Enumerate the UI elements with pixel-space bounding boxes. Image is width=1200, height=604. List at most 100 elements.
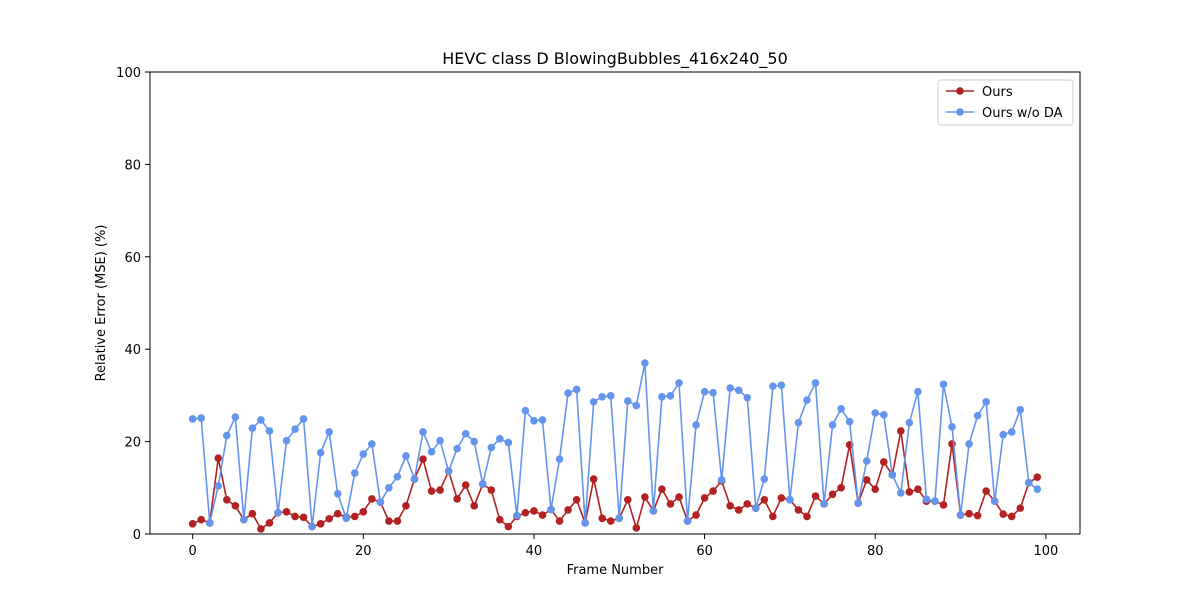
y-axis: 0 20 40 60 80 100 (116, 66, 150, 543)
data-point-ours-w-o-da (956, 511, 965, 519)
data-point-ours (419, 455, 427, 463)
data-point-ours (777, 494, 786, 502)
y-tick-label: 20 (124, 436, 141, 451)
data-point-ours-w-o-da (871, 409, 880, 417)
data-point-ours (555, 517, 564, 525)
data-point-ours-w-o-da (470, 437, 479, 446)
data-point-ours (265, 519, 274, 527)
y-axis-label: Relative Error (MSE) (%) (94, 225, 109, 382)
data-point-ours-w-o-da (820, 500, 828, 508)
data-point-ours-w-o-da (419, 428, 427, 436)
data-point-ours-w-o-da (700, 387, 709, 396)
data-point-ours-w-o-da (197, 414, 205, 422)
data-point-ours-w-o-da (589, 398, 598, 406)
data-point-ours-w-o-da (342, 514, 351, 523)
series-line-ours-w-o-da (192, 362, 1038, 528)
y-tick-label: 60 (124, 251, 141, 266)
data-point-ours (291, 512, 299, 521)
data-point-ours-w-o-da (325, 428, 333, 436)
data-point-ours (879, 458, 888, 466)
data-point-ours-w-o-da (513, 511, 521, 520)
data-point-ours-w-o-da (786, 496, 794, 504)
data-point-ours-w-o-da (564, 389, 572, 397)
data-point-ours-w-o-da (828, 421, 837, 429)
data-point-ours-w-o-da (205, 519, 214, 527)
data-point-ours (973, 511, 982, 520)
data-point-ours (257, 525, 265, 533)
data-point-ours-w-o-da (965, 440, 973, 448)
data-point-ours-w-o-da (734, 386, 743, 395)
data-point-ours (632, 524, 641, 532)
data-point-ours-w-o-da (453, 444, 461, 453)
data-point-ours (743, 500, 752, 508)
data-point-ours (606, 517, 615, 525)
data-point-ours (828, 490, 837, 499)
data-point-ours-w-o-da (444, 467, 453, 475)
data-point-ours-w-o-da (939, 380, 948, 389)
data-point-ours (538, 511, 547, 519)
data-point-ours-w-o-da (478, 480, 487, 488)
data-point-ours-w-o-da (1007, 428, 1016, 436)
data-point-ours (726, 502, 734, 510)
data-point-ours-w-o-da (1033, 485, 1042, 493)
data-point-ours (359, 508, 368, 516)
series-line-ours (192, 430, 1038, 530)
data-point-ours (564, 506, 572, 514)
data-point-ours-w-o-da (547, 505, 555, 514)
legend-items: Ours Ours w/o DA (946, 85, 1063, 121)
legend-label: Ours w/o DA (982, 106, 1063, 121)
legend-marker (956, 87, 964, 95)
data-point-ours-w-o-da (982, 398, 990, 406)
data-point-ours-w-o-da (973, 411, 982, 420)
data-point-ours-w-o-da (675, 379, 683, 387)
data-point-ours (461, 481, 470, 489)
data-point-ours (811, 492, 820, 500)
plot-frame (149, 71, 1081, 535)
x-axis: 0 20 40 60 80 100 (189, 534, 1058, 559)
data-point-ours (897, 427, 905, 435)
data-point-ours-w-o-da (461, 429, 470, 438)
x-tick-label: 40 (526, 544, 543, 559)
data-point-ours (453, 495, 461, 503)
data-point-ours (402, 502, 410, 510)
data-point-ours (521, 508, 530, 517)
data-point-ours (470, 502, 479, 510)
data-point-ours-w-o-da (410, 475, 419, 483)
x-tick-label: 80 (867, 544, 884, 559)
legend: Ours Ours w/o DA (937, 79, 1074, 126)
data-point-ours (709, 487, 717, 495)
data-point-ours (427, 487, 436, 495)
data-point-ours (1033, 473, 1042, 481)
data-point-ours-w-o-da (1016, 405, 1025, 414)
data-point-ours (572, 496, 581, 504)
data-point-ours-w-o-da (555, 455, 564, 463)
x-tick-label: 20 (355, 544, 372, 559)
data-point-ours-w-o-da (905, 418, 914, 427)
data-point-ours-w-o-da (760, 475, 769, 483)
data-point-ours-w-o-da (385, 484, 393, 492)
data-point-ours (982, 487, 990, 495)
data-point-ours (248, 509, 257, 518)
data-point-ours (350, 512, 359, 521)
data-point-ours-w-o-da (496, 435, 504, 443)
data-point-ours-w-o-da (709, 388, 717, 397)
data-point-ours-w-o-da (624, 397, 632, 405)
series-ours-w-o-da (188, 359, 1042, 531)
data-point-ours-w-o-da (299, 415, 308, 423)
data-point-ours-w-o-da (222, 431, 231, 440)
data-point-ours-w-o-da (265, 427, 274, 435)
data-point-ours (385, 517, 393, 525)
data-point-ours-w-o-da (214, 482, 223, 490)
data-point-ours-w-o-da (683, 517, 692, 525)
data-point-ours (487, 486, 496, 494)
data-point-ours (675, 493, 683, 501)
legend-marker (956, 108, 964, 116)
data-point-ours (299, 513, 308, 522)
data-point-ours (598, 514, 606, 523)
x-tick-label: 0 (189, 544, 197, 559)
data-point-ours-w-o-da (854, 499, 862, 507)
y-tick-label: 40 (124, 343, 141, 358)
data-point-ours-w-o-da (333, 490, 342, 498)
